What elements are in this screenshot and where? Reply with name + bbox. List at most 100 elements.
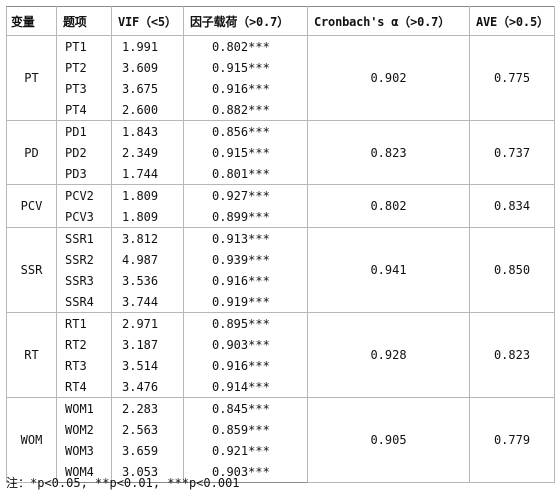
ave-cell: 0.834 [469,184,555,228]
vif-cell: 1.843 [111,120,184,142]
table-row: PCV3 1.809 0.899*** [7,206,555,228]
factor-loading-cell: 0.927*** [183,184,308,206]
item-cell: PCV3 [56,206,112,228]
variable-cell: SSR [6,227,57,313]
item-cell: PD3 [56,163,112,185]
significance-note: 注：*p<0.05, **p<0.01, ***p<0.001 [6,476,240,490]
factor-loading-cell: 0.914*** [183,376,308,398]
variable-cell: PD [6,120,57,185]
item-cell: PD1 [56,120,112,142]
factor-loading-cell: 0.921*** [183,440,308,461]
table-row: PT2 3.609 0.915*** [7,57,555,78]
table-row: PD2 2.349 0.915*** [7,142,555,163]
cronbach-alpha-cell: 0.941 [307,227,470,313]
factor-loading-cell: 0.939*** [183,249,308,270]
table-row: PT3 3.675 0.916*** [7,78,555,99]
table-row: SSR3 3.536 0.916*** [7,270,555,291]
item-cell: PT4 [56,99,112,121]
vif-cell: 3.536 [111,270,184,291]
table-body: PT PT1 1.991 0.802*** 0.902 0.775 PT2 3.609 0.91… [6,35,555,483]
vif-cell: 3.675 [111,78,184,99]
vif-cell: 2.600 [111,99,184,121]
variable-cell: WOM [6,397,57,483]
table-row: WOM2 2.563 0.859*** [7,419,555,440]
factor-loading-cell: 0.859*** [183,419,308,440]
table-row: RT2 3.187 0.903*** [7,334,555,355]
item-cell: PD2 [56,142,112,163]
table-row: SSR2 4.987 0.939*** [7,249,555,270]
item-cell: RT3 [56,355,112,376]
vif-cell: 2.563 [111,419,184,440]
vif-cell: 2.283 [111,397,184,419]
ave-cell: 0.775 [469,35,555,121]
item-cell: WOM1 [56,397,112,419]
item-cell: SSR1 [56,227,112,249]
ave-cell: 0.823 [469,312,555,398]
factor-loading-cell: 0.915*** [183,57,308,78]
header-variable: 变量 [6,6,57,36]
cronbach-alpha-cell: 0.905 [307,397,470,483]
vif-cell: 3.812 [111,227,184,249]
variable-cell: PT [6,35,57,121]
item-cell: SSR4 [56,291,112,313]
vif-cell: 3.744 [111,291,184,313]
table-row: RT3 3.514 0.916*** [7,355,555,376]
factor-loading-cell: 0.916*** [183,270,308,291]
header-vif: VIF（<5） [111,6,184,36]
factor-loading-cell: 0.915*** [183,142,308,163]
vif-cell: 3.187 [111,334,184,355]
vif-cell: 2.349 [111,142,184,163]
item-cell: PT2 [56,57,112,78]
factor-loading-cell: 0.913*** [183,227,308,249]
table-row: PD3 1.744 0.801*** [7,163,555,185]
vif-cell: 3.609 [111,57,184,78]
cronbach-alpha-cell: 0.823 [307,120,470,185]
factor-loading-cell: 0.802*** [183,35,308,57]
item-cell: RT4 [56,376,112,398]
table-row: SSR SSR1 3.812 0.913*** 0.941 0.850 [6,227,555,313]
vif-cell: 1.744 [111,163,184,185]
factor-loading-cell: 0.845*** [183,397,308,419]
item-cell: SSR3 [56,270,112,291]
table-row: RT RT1 2.971 0.895*** 0.928 0.823 [6,312,555,398]
header-factor-loading: 因子载荷（>0.7） [183,6,308,36]
factor-loading-cell: 0.882*** [183,99,308,121]
table-header: 变量 题项 VIF（<5） 因子载荷（>0.7） Cronbach's α（>0… [6,6,555,36]
factor-loading-cell: 0.856*** [183,120,308,142]
table-row: PT PT1 1.991 0.802*** 0.902 0.775 [6,35,555,121]
reliability-validity-table: 变量 题项 VIF（<5） 因子载荷（>0.7） Cronbach's α（>0… [6,6,555,483]
item-cell: RT1 [56,312,112,334]
factor-loading-cell: 0.919*** [183,291,308,313]
table-row: WOM3 3.659 0.921*** [7,440,555,461]
item-cell: PCV2 [56,184,112,206]
cronbach-alpha-cell: 0.928 [307,312,470,398]
ave-cell: 0.850 [469,227,555,313]
factor-loading-cell: 0.916*** [183,78,308,99]
factor-loading-cell: 0.903*** [183,461,308,483]
cronbach-alpha-cell: 0.802 [307,184,470,228]
vif-cell: 1.809 [111,206,184,228]
item-cell: SSR2 [56,249,112,270]
table-row: WOM WOM1 2.283 0.845*** 0.905 0.779 [6,397,555,483]
variable-cell: PCV [6,184,57,228]
item-cell: PT1 [56,35,112,57]
item-cell: RT2 [56,334,112,355]
vif-cell: 1.809 [111,184,184,206]
item-cell: WOM3 [56,440,112,461]
factor-loading-cell: 0.899*** [183,206,308,228]
header-ave: AVE（>0.5） [469,6,555,36]
vif-cell: 2.971 [111,312,184,334]
factor-loading-cell: 0.916*** [183,355,308,376]
ave-cell: 0.737 [469,120,555,185]
factor-loading-cell: 0.801*** [183,163,308,185]
header-item: 题项 [56,6,112,36]
table-row: WOM4 3.053 0.903*** [7,461,555,483]
vif-cell: 4.987 [111,249,184,270]
vif-cell: 1.991 [111,35,184,57]
vif-cell: 3.659 [111,440,184,461]
header-cronbach-alpha: Cronbach's α（>0.7） [307,6,470,36]
ave-cell: 0.779 [469,397,555,483]
table-row: PCV PCV2 1.809 0.927*** 0.802 0.834 [6,184,555,228]
item-cell: PT3 [56,78,112,99]
table-row: PT4 2.600 0.882*** [7,99,555,121]
